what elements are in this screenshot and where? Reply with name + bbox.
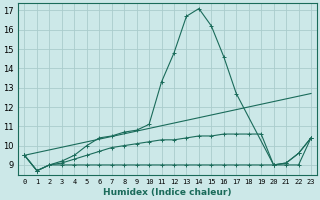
X-axis label: Humidex (Indice chaleur): Humidex (Indice chaleur): [103, 188, 232, 197]
